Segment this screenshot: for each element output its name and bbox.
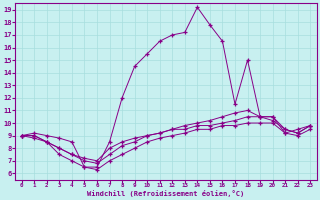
X-axis label: Windchill (Refroidissement éolien,°C): Windchill (Refroidissement éolien,°C) — [87, 190, 244, 197]
